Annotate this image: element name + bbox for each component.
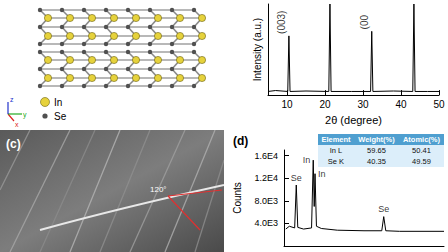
svg-text:40: 40 <box>395 99 407 110</box>
svg-text:(00: (00 <box>359 15 370 30</box>
svg-text:Se: Se <box>54 111 67 122</box>
html-text:49.59: 49.59 <box>412 157 431 166</box>
svg-text:2θ (degree): 2θ (degree) <box>325 114 382 126</box>
svg-text:1.6E4: 1.6E4 <box>254 151 278 161</box>
svg-text:1.2E4: 1.2E4 <box>254 173 278 183</box>
svg-text:50: 50 <box>433 99 445 110</box>
svg-text:z: z <box>10 96 14 103</box>
html-text:In L: In L <box>329 146 343 155</box>
svg-text:(003): (003) <box>276 11 287 34</box>
html-text:Atomic(%): Atomic(%) <box>403 135 440 144</box>
svg-text:Counts: Counts <box>232 182 243 214</box>
svg-text:20: 20 <box>319 99 331 110</box>
html-text:Se K: Se K <box>327 157 345 166</box>
svg-text:Se: Se <box>378 204 389 214</box>
svg-text:30: 30 <box>357 99 369 110</box>
svg-text:(c): (c) <box>6 137 21 151</box>
svg-text:(d): (d) <box>233 134 248 148</box>
html-text:Element: Element <box>321 135 351 144</box>
html-text:50.41: 50.41 <box>412 146 431 155</box>
svg-text:Intensity (a.u.): Intensity (a.u.) <box>252 18 263 81</box>
svg-text:In: In <box>54 97 62 108</box>
svg-text:4.0E3: 4.0E3 <box>254 218 278 228</box>
html-text:40.35: 40.35 <box>367 157 386 166</box>
html-text:Weight(%): Weight(%) <box>358 135 395 144</box>
svg-text:y: y <box>23 111 27 119</box>
svg-text:120°: 120° <box>150 185 167 194</box>
svg-text:Se: Se <box>291 173 302 183</box>
svg-text:In: In <box>303 155 311 165</box>
svg-text:In: In <box>318 169 326 179</box>
html-text:59.65: 59.65 <box>367 146 386 155</box>
svg-text:10: 10 <box>281 99 293 110</box>
svg-text:8.0E3: 8.0E3 <box>254 196 278 206</box>
svg-text:x: x <box>15 121 19 128</box>
